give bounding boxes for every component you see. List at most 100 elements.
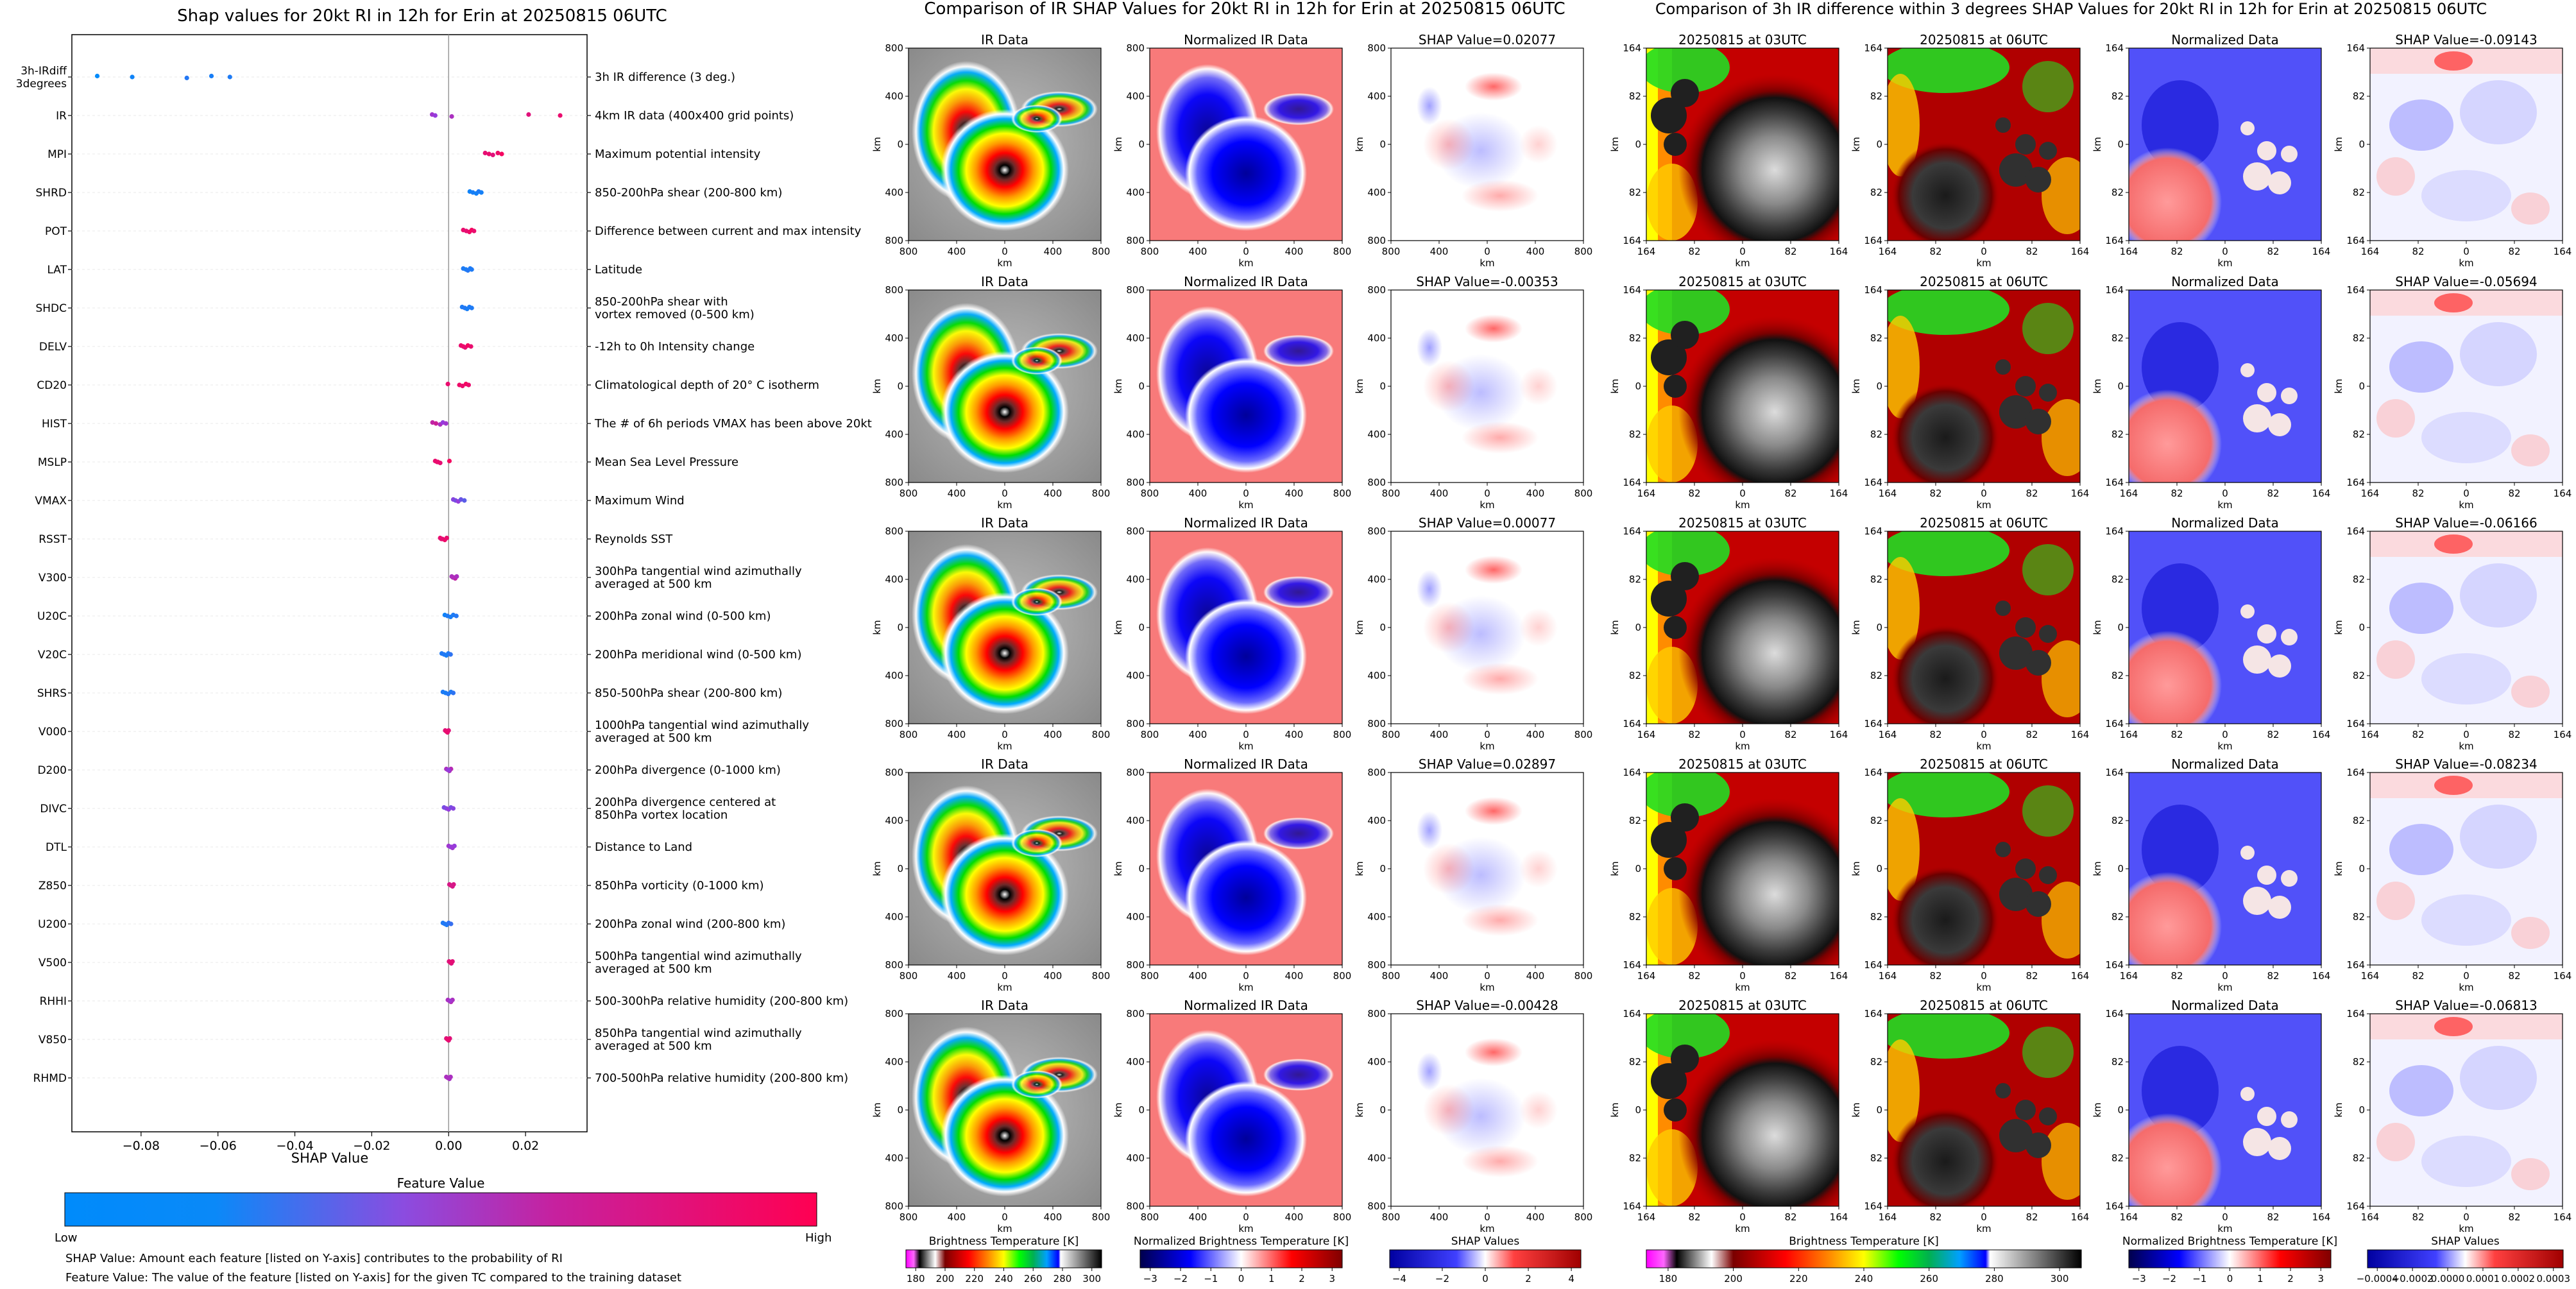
y-axis-label: km — [2333, 861, 2344, 876]
y-tick-label: 400 — [885, 574, 903, 585]
x-tick-label: 400 — [1285, 729, 1304, 740]
panel-title: 20250815 at 06UTC — [1920, 274, 2048, 289]
y-tick-label: 0 — [2358, 622, 2365, 633]
y-tick-label: 164 — [2105, 1008, 2124, 1020]
y-tick-label: 0 — [1635, 380, 1641, 392]
y-tick-label: 400 — [1126, 574, 1145, 585]
y-axis-label: km — [2092, 379, 2103, 393]
colorbar-tick-label: −4 — [1392, 1273, 1406, 1285]
panel-image — [2129, 48, 2321, 241]
shap-point — [446, 767, 451, 773]
x-axis-label: km — [1480, 740, 1494, 752]
x-tick-label: 164 — [2361, 246, 2380, 257]
colorbar-tick-label: 2 — [2287, 1273, 2294, 1285]
y-tick-label: 400 — [1126, 670, 1145, 681]
x-tick-label: 164 — [2554, 1211, 2572, 1223]
shap-point — [482, 150, 488, 156]
x-tick-label: 164 — [1637, 729, 1656, 740]
x-tick-label: 400 — [948, 970, 966, 982]
x-tick-label: 400 — [948, 246, 966, 257]
panel-ir-03utc: 20250815 at 03UTC1641648282008282164164k… — [1609, 274, 1848, 511]
x-tick-label: 164 — [2120, 488, 2138, 499]
panel-ir-06utc: 20250815 at 06UTC1641648282008282164164k… — [1850, 756, 2089, 993]
x-tick-label: 400 — [1285, 246, 1304, 257]
feature-value-colorbar — [64, 1192, 817, 1227]
x-tick-label: 0 — [2463, 1211, 2469, 1223]
x-tick-label: 400 — [1526, 246, 1545, 257]
colorbar-tick-label: 0 — [2227, 1273, 2233, 1285]
y-tick-label: 0 — [2117, 863, 2124, 875]
panel-normalized-diff: Normalized Data1641648282008282164164kmk… — [2092, 756, 2330, 993]
colorbar-tick-label: 0.0000 — [2431, 1273, 2465, 1285]
x-tick-label: 164 — [1879, 1211, 1897, 1223]
y-tick-label: 800 — [885, 718, 903, 730]
x-tick-label: 0 — [1002, 970, 1008, 982]
colorbar-label: Brightness Temperature [K] — [929, 1235, 1079, 1248]
normalized-temp-colorbar: Normalized Brightness Temperature [K] −3 −… — [1134, 1235, 1349, 1285]
x-tick-label: 0 — [1981, 246, 1987, 257]
y-axis-label: km — [1609, 620, 1621, 635]
x-tick-label: 164 — [1830, 246, 1848, 257]
y-tick-label: 800 — [885, 959, 903, 971]
y-tick-label: 800 — [1367, 1200, 1386, 1212]
y-tick-label: 800 — [885, 767, 903, 778]
x-tick-label: 800 — [1092, 1211, 1111, 1223]
x-tick-label: 400 — [1044, 729, 1062, 740]
diff-normalized-temp-colorbar: Normalized Brightness Temperature [K] −3 −… — [2122, 1235, 2337, 1285]
x-axis-label: km — [1976, 499, 1991, 511]
panel-title: Normalized Data — [2171, 274, 2279, 289]
panel-normalized-ir-data: Normalized IR Data8008004004000040040080… — [1113, 32, 1351, 269]
colorbar-tick-label: 240 — [1855, 1273, 1873, 1285]
panel-ir-shap-map: SHAP Value=0.028978008004004000040040080… — [1354, 756, 1592, 993]
y-tick-label: 164 — [1864, 959, 1882, 971]
x-tick-label: 82 — [1929, 488, 1941, 499]
colorbar-gradient — [2367, 1249, 2564, 1268]
y-axis-label: km — [1113, 379, 1124, 393]
x-axis-label: km — [2459, 740, 2473, 752]
x-tick-label: 400 — [1526, 729, 1545, 740]
y-tick-label: 800 — [1126, 477, 1145, 488]
x-tick-label: 0 — [1002, 488, 1008, 499]
panel-title: SHAP Value=-0.08234 — [2395, 756, 2537, 772]
y-tick-label: 164 — [2346, 477, 2365, 488]
x-tick-label: 0 — [2222, 970, 2228, 982]
y-tick-label: 82 — [1870, 187, 1882, 198]
y-tick-label: 800 — [1126, 525, 1145, 537]
x-tick-label: 0 — [1981, 970, 1987, 982]
x-tick-label: 164 — [1879, 970, 1897, 982]
y-tick-label: 0 — [897, 380, 903, 392]
x-tick-label: 82 — [2026, 729, 2038, 740]
x-tick-label: 800 — [1092, 488, 1111, 499]
shap-point — [468, 344, 473, 349]
y-tick-label: 164 — [1864, 477, 1882, 488]
y-tick-label: 0 — [1379, 863, 1386, 875]
x-tick-label: 0 — [1243, 970, 1249, 982]
y-axis-label: km — [871, 137, 883, 151]
x-tick-label: 400 — [1430, 488, 1449, 499]
panel-image — [908, 773, 1101, 965]
y-tick-label: 82 — [2353, 670, 2365, 681]
y-axis-label: km — [1850, 137, 1862, 151]
feature-description: 500hPa tangential wind azimuthally averag… — [595, 950, 802, 976]
shap-point — [466, 382, 472, 388]
y-tick-label: 82 — [1870, 574, 1882, 585]
shap-point — [443, 421, 448, 426]
panel-normalized-diff: Normalized Data1641648282008282164164kmk… — [2092, 274, 2330, 511]
y-tick-label: 82 — [2111, 187, 2124, 198]
x-tick-label: 0 — [1484, 1211, 1490, 1223]
x-tick-label: 400 — [1430, 246, 1449, 257]
x-tick-label: 164 — [1879, 729, 1897, 740]
feature-name: VMAX — [35, 495, 67, 508]
y-tick-label: 800 — [1126, 1008, 1145, 1020]
x-axis-label: km — [1238, 499, 1253, 511]
x-tick-label: 164 — [1830, 970, 1848, 982]
colorbar-tick-label: 280 — [1053, 1273, 1072, 1285]
y-tick-label: 800 — [1126, 1200, 1145, 1212]
y-tick-label: 400 — [885, 670, 903, 681]
x-tick-label: 800 — [1141, 729, 1159, 740]
y-tick-label: 164 — [1623, 477, 1641, 488]
y-tick-label: 164 — [1623, 767, 1641, 778]
panel-image — [1646, 531, 1839, 724]
